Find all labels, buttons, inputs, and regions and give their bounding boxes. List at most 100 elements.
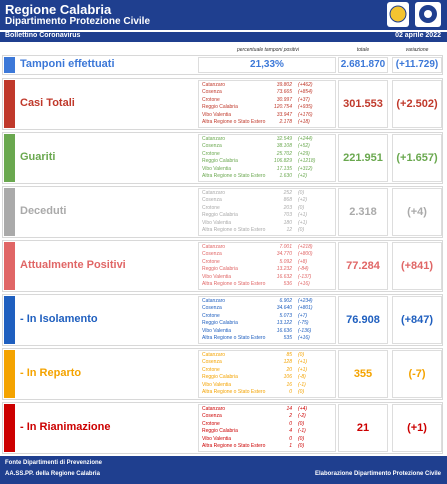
province-value: 34.770	[276, 251, 292, 258]
province: Crotone	[202, 312, 220, 319]
color-bar	[4, 350, 15, 398]
province-change: (+37)	[298, 96, 310, 103]
row-frame	[2, 348, 443, 400]
cell-frame	[198, 134, 336, 182]
province-change: (+234)	[298, 298, 313, 304]
province-change: (+29)	[298, 150, 310, 157]
province: Cosenza	[202, 305, 222, 312]
province-change: (-84)	[298, 266, 309, 273]
subtitle: Dipartimento Protezione Civile	[5, 16, 151, 27]
province-change: (+1)	[298, 359, 308, 366]
province: Altra Regione o Stato Estero	[202, 389, 266, 395]
province-change: (0)	[298, 190, 305, 196]
province-change: (+4)	[298, 406, 308, 412]
color-bar	[4, 80, 15, 128]
cell-frame	[392, 350, 442, 398]
province-value: 106.829	[273, 158, 292, 165]
province-change: (0)	[298, 443, 305, 449]
color-bar	[4, 188, 15, 236]
province-change: (+52)	[298, 143, 310, 150]
province-value: 17.135	[276, 165, 292, 172]
cell-frame	[338, 188, 388, 236]
province-change: (-1)	[298, 381, 306, 388]
total: 2.681.870	[340, 59, 386, 70]
section-label: - In Rianimazione	[20, 421, 111, 433]
province-value: 252	[283, 190, 292, 196]
province: Altra Regione o Stato Estero	[202, 443, 266, 449]
footer-text: AA.SS.PP. della Regione Calabria	[5, 471, 100, 477]
province-value: 7.001	[279, 244, 292, 250]
province-change: (+218)	[298, 244, 313, 250]
footer-text: Elaborazione Dipartimento Protezione Civ…	[314, 471, 441, 477]
province-change: (+2)	[298, 197, 308, 204]
row-frame	[2, 186, 443, 238]
province-change: (+1)	[298, 212, 308, 219]
province-change: (+8)	[298, 258, 308, 265]
province: Cosenza	[202, 413, 222, 420]
province: Vibo Valentia	[202, 327, 232, 334]
province-value: 20	[286, 366, 292, 373]
cell-frame	[198, 296, 336, 344]
province: Altra Regione o Stato Estero	[202, 119, 266, 125]
province-value: 39.802	[276, 82, 292, 88]
province: Reggio Calabria	[202, 158, 238, 165]
cell-frame	[338, 296, 388, 344]
row-label: Tamponi effettuati	[20, 58, 115, 70]
province-value: 13.122	[276, 320, 292, 327]
province-value: 0	[289, 435, 292, 442]
province-change: (+800)	[298, 251, 313, 258]
province: Altra Regione o Stato Estero	[202, 173, 266, 179]
province: Cosenza	[202, 251, 222, 258]
province: Reggio Calabria	[202, 374, 238, 381]
footer	[0, 456, 447, 484]
col-header: percentuale tamponi positivi	[237, 47, 299, 53]
province-change: (-137)	[298, 273, 312, 280]
cell-frame	[338, 404, 388, 452]
province-change: (0)	[298, 389, 305, 395]
province: Cosenza	[202, 89, 222, 96]
province-change: (0)	[298, 204, 305, 211]
province: Crotone	[202, 204, 220, 211]
province-value: 2	[289, 413, 292, 420]
cell-frame	[198, 350, 336, 398]
province-value: 535	[283, 335, 292, 341]
cell-frame	[338, 57, 388, 73]
section-label: Attualmente Positivi	[20, 259, 126, 271]
province-value: 30.997	[276, 96, 292, 103]
province-value: 14	[286, 406, 292, 412]
cell-frame	[198, 188, 336, 236]
total: 221.951	[343, 152, 383, 164]
logo-icon	[419, 5, 437, 23]
province-change: (+1)	[298, 219, 308, 226]
color-bar	[4, 57, 15, 73]
province: Vibo Valentia	[202, 381, 232, 388]
province-value: 2.178	[279, 119, 292, 125]
province-value: 1.630	[279, 173, 292, 179]
province-change: (+16)	[298, 281, 310, 287]
province-value: 128	[283, 359, 292, 366]
province: Catanzaro	[202, 406, 226, 412]
color-bar	[4, 296, 15, 344]
province-change: (0)	[298, 227, 305, 233]
province: Catanzaro	[202, 352, 226, 358]
logo-icon	[389, 5, 407, 23]
province-change: (+244)	[298, 136, 313, 142]
province-change: (-8)	[298, 374, 306, 381]
cell-frame	[338, 80, 388, 128]
total: 76.908	[346, 314, 380, 326]
province-value: 73.665	[276, 89, 292, 96]
province-value: 703	[283, 212, 292, 219]
cell-frame	[392, 57, 442, 73]
row-frame	[2, 294, 443, 346]
cell-frame	[392, 134, 442, 182]
province-value: 13.232	[276, 266, 292, 273]
footer-text: Fonte Dipartimenti di Prevenzione	[5, 460, 103, 466]
province-value: 33.947	[276, 111, 292, 118]
province-value: 16.636	[276, 327, 292, 334]
subheader	[0, 32, 447, 42]
header	[0, 0, 447, 30]
cell-frame	[198, 242, 336, 290]
province-change: (-2)	[298, 413, 306, 420]
province-change: (+2)	[298, 173, 308, 179]
cell-frame	[392, 80, 442, 128]
